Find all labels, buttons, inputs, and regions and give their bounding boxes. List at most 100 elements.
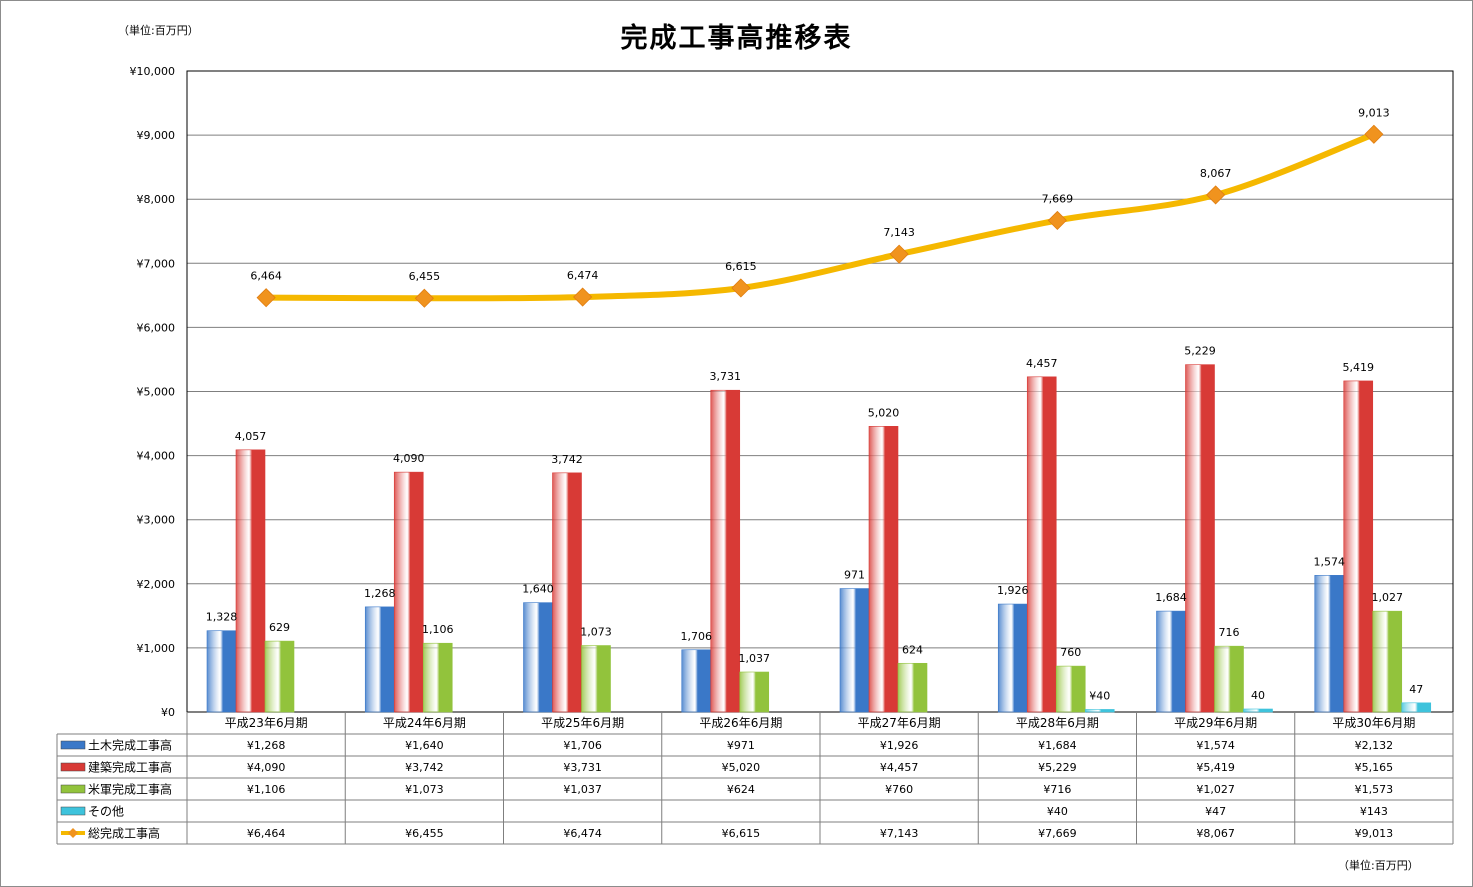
legend-series-name: 建築完成工事高 [88, 760, 172, 775]
table-cell-value: ¥2,132 [1355, 739, 1394, 752]
category-label: 平成28年6月期 [1016, 716, 1099, 730]
bar [1314, 575, 1345, 713]
line-data-label: 6,464 [250, 270, 282, 283]
table-cell-value: ¥47 [1205, 805, 1226, 818]
table-cell-value: ¥1,574 [1196, 739, 1235, 752]
chart-title: 完成工事高推移表 [620, 23, 853, 54]
bar [1243, 708, 1273, 713]
bar [997, 603, 1028, 713]
bar [710, 389, 741, 713]
bar-data-label: 1,706 [681, 630, 713, 643]
bar [393, 471, 424, 713]
bar-data-label: ¥40 [1089, 689, 1110, 702]
line-data-label: 7,143 [883, 226, 915, 239]
bar-data-label: 1,926 [997, 584, 1029, 597]
bar-data-label: 1,027 [1372, 591, 1404, 604]
y-tick-label: ¥10,000 [130, 65, 176, 78]
bar-data-label: 1,684 [1155, 591, 1187, 604]
table-cell-value: ¥6,474 [563, 827, 602, 840]
line-marker [889, 244, 909, 264]
legend-series-name: 総完成工事高 [88, 826, 160, 841]
bar [1084, 709, 1115, 713]
line-marker [256, 288, 276, 308]
y-tick-label: ¥4,000 [137, 450, 176, 463]
table-cell-value: ¥5,419 [1196, 761, 1235, 774]
bar-data-label: 4,457 [1026, 357, 1058, 370]
bar-series [206, 364, 1432, 713]
table-cell-value: ¥40 [1047, 805, 1068, 818]
bar [264, 640, 295, 713]
table-cell-value: ¥6,615 [722, 827, 761, 840]
table-cell-value: ¥1,926 [880, 739, 919, 752]
bar [523, 602, 553, 713]
table-cell-value: ¥6,455 [405, 827, 444, 840]
bar-data-label: 760 [1060, 646, 1081, 659]
bar [897, 662, 928, 713]
table-cell-value: ¥1,073 [405, 783, 444, 796]
table-cell-value: ¥6,464 [247, 827, 286, 840]
bar [422, 642, 453, 713]
category-label: 平成27年6月期 [858, 716, 941, 730]
bar-data-label: 1,328 [206, 611, 238, 624]
bar [868, 426, 899, 713]
table-cell-value: ¥1,684 [1038, 739, 1077, 752]
y-tick-label: ¥9,000 [137, 129, 176, 142]
bar-data-label: 5,020 [868, 406, 900, 419]
bar-data-label: 716 [1219, 626, 1240, 639]
bar-data-label: 1,268 [364, 587, 396, 600]
table-cell-value: ¥1,268 [247, 739, 286, 752]
bar-data-label: 1,037 [739, 652, 771, 665]
bar [739, 671, 770, 713]
bar [1401, 702, 1432, 713]
legend-key [60, 762, 86, 772]
bar [839, 588, 870, 713]
line-marker [414, 288, 434, 308]
table-cell-value: ¥1,106 [247, 783, 286, 796]
bar-data-label: 971 [844, 569, 865, 582]
data-labels: 1,328 4,057 629 1,268 4,090 1,106 1,640 3,742 1,… [206, 106, 1424, 702]
table-cell-value: ¥1,573 [1355, 783, 1394, 796]
bar [1185, 364, 1215, 713]
y-tick-label: ¥7,000 [137, 257, 176, 270]
y-axis-ticks: ¥0 ¥1,000 ¥2,000 ¥3,000 ¥4,000 ¥5,000 ¥6,000 ¥7… [130, 65, 176, 719]
line-data-label: 6,474 [567, 269, 599, 282]
bar-data-label: 1,640 [522, 583, 554, 596]
line-marker [1206, 185, 1226, 205]
table-cell-value: ¥7,143 [880, 827, 919, 840]
category-label: 平成24年6月期 [383, 716, 466, 730]
table-cell-value: ¥1,027 [1196, 783, 1235, 796]
table-cell-value: ¥760 [885, 783, 913, 796]
line-data-label: 6,615 [725, 260, 757, 273]
table-cell-value: ¥143 [1360, 805, 1388, 818]
table-cell-value: ¥7,669 [1038, 827, 1077, 840]
legend-key-marker [68, 828, 78, 838]
table-cell-value: ¥4,457 [880, 761, 919, 774]
table-cell-value: ¥4,090 [247, 761, 286, 774]
line-data-label: 9,013 [1358, 106, 1390, 119]
category-label: 平成23年6月期 [225, 716, 308, 730]
bar-data-label: 3,731 [710, 370, 742, 383]
bar [1156, 610, 1186, 713]
table-cell-value: ¥5,020 [722, 761, 761, 774]
bar [1214, 645, 1244, 713]
y-tick-label: ¥6,000 [137, 321, 176, 334]
table-cell-value: ¥9,013 [1355, 827, 1394, 840]
bar-data-label: 1,574 [1314, 555, 1346, 568]
bar-data-label: 5,229 [1184, 345, 1216, 358]
table-cell-value: ¥624 [727, 783, 755, 796]
table-cell-value: ¥5,229 [1038, 761, 1077, 774]
y-tick-label: ¥0 [161, 706, 175, 719]
table-cell-value: ¥8,067 [1196, 827, 1235, 840]
bar-data-label: 40 [1251, 689, 1265, 702]
category-label: 平成25年6月期 [541, 716, 624, 730]
legend-series-name: 米軍完成工事高 [88, 782, 172, 797]
y-tick-label: ¥8,000 [137, 193, 176, 206]
y-tick-label: ¥1,000 [137, 642, 176, 655]
bar [1026, 376, 1057, 713]
bar [364, 606, 395, 713]
table-cell-value: ¥1,640 [405, 739, 444, 752]
line-series [256, 124, 1384, 308]
legend-key [60, 784, 86, 794]
category-label: 平成29年6月期 [1174, 716, 1257, 730]
